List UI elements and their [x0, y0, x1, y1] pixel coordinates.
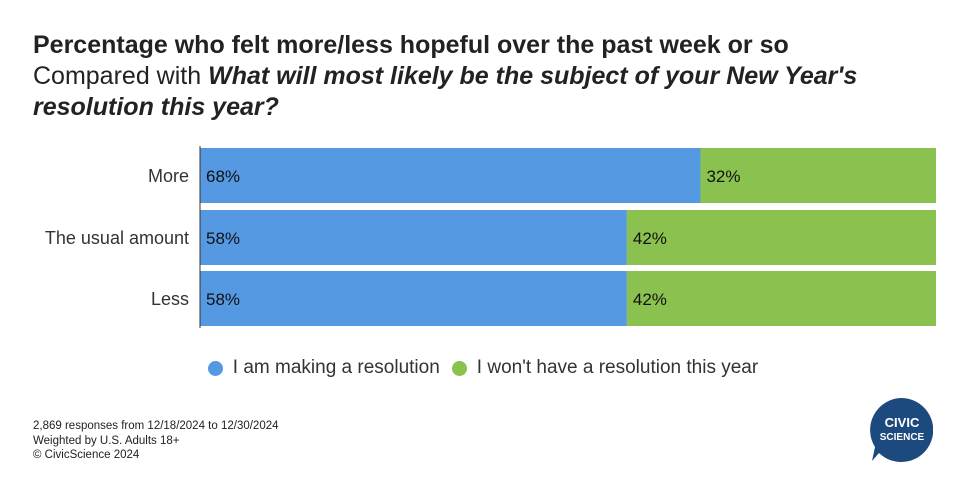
legend-swatch-making-resolution — [207, 360, 223, 376]
category-label: The usual amount — [45, 228, 189, 248]
subtitle-question: What will most likely be the subject of … — [33, 62, 858, 121]
logo-text-civic: CIVIC — [885, 415, 920, 430]
category-label: More — [148, 166, 189, 186]
legend-swatch-no-resolution — [451, 360, 467, 376]
legend-label-no-resolution: I won't have a resolution this year — [476, 357, 759, 378]
footer: 2,869 responses from 12/18/2024 to 12/30… — [33, 419, 279, 463]
data-label: 68% — [206, 167, 240, 186]
civicscience-logo: CIVIC SCIENCE — [870, 398, 933, 462]
title-block: Percentage who felt more/less hopeful ov… — [33, 30, 943, 123]
subtitle-prefix: Compared with — [33, 62, 202, 90]
legend-item-no-resolution: I won't have a resolution this year — [451, 357, 759, 379]
logo-bubble-icon — [870, 398, 933, 462]
bar-segment-no-resolution — [626, 210, 936, 265]
bar-segment-making-resolution — [200, 271, 627, 326]
footer-responses: 2,869 responses from 12/18/2024 to 12/30… — [33, 420, 279, 432]
bar-segment-making-resolution — [200, 210, 627, 265]
data-label: 42% — [633, 290, 667, 309]
bar-segment-making-resolution — [200, 148, 701, 203]
footer-weighting: Weighted by U.S. Adults 18+ — [33, 434, 180, 447]
chart-title: Percentage who felt more/less hopeful ov… — [33, 31, 789, 59]
data-label: 42% — [633, 229, 667, 248]
data-label: 58% — [206, 290, 240, 309]
category-label: Less — [151, 289, 189, 309]
bar-chart: More 68% 32% The usual amount 58% 42% Less 58% 4… — [45, 146, 936, 328]
bar-segment-no-resolution — [700, 148, 936, 203]
legend-label-making-resolution: I am making a resolution — [232, 357, 440, 378]
data-label: 32% — [706, 167, 740, 186]
logo-text-science: SCIENCE — [880, 432, 925, 443]
bar-segment-no-resolution — [626, 271, 936, 326]
legend-item-making-resolution: I am making a resolution — [207, 357, 440, 379]
legend: I am making a resolution I won't have a … — [0, 357, 966, 379]
footer-copyright: © CivicScience 2024 — [33, 449, 140, 461]
chart-subtitle: Compared with What will most likely be t… — [33, 61, 943, 123]
data-label: 58% — [206, 229, 240, 248]
